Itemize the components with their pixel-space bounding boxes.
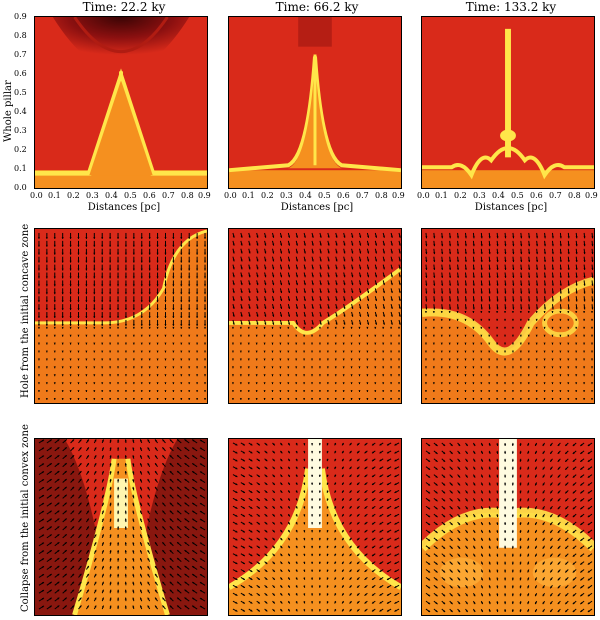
x-tick: 0.8 — [568, 191, 581, 200]
velocity-arrows — [232, 442, 400, 612]
x-tick: 0.1 — [48, 191, 61, 200]
x-tick: 0.1 — [242, 191, 255, 200]
x-tick: 0.3 — [280, 191, 293, 200]
x-tick: 0.2 — [261, 191, 274, 200]
velocity-arrows — [424, 232, 594, 400]
column-title-1: Time: 22.2 ky — [82, 0, 166, 14]
column-title-2: Time: 66.2 ky — [275, 0, 359, 14]
x-tick: 0.4 — [105, 191, 118, 200]
x-tick: 0.6 — [530, 191, 543, 200]
y-tick: 0.6 — [14, 69, 27, 78]
y-tick: 0.7 — [14, 50, 27, 59]
x-tick: 0.6 — [143, 191, 156, 200]
x-tick: 0.5 — [318, 191, 331, 200]
y-tick: 0.0 — [14, 183, 27, 192]
panel-whole-pillar-t3 — [421, 16, 595, 189]
y-tick: 0.4 — [14, 107, 27, 116]
x-tick: 0.8 — [181, 191, 194, 200]
panel-collapse-t2 — [228, 438, 402, 616]
x-tick: 0.4 — [299, 191, 312, 200]
row-label-whole-pillar: Whole pillar — [3, 80, 14, 142]
y-tick: 0.1 — [14, 164, 27, 173]
panel-collapse-t1 — [34, 438, 208, 616]
panel-whole-pillar-t2 — [228, 16, 402, 189]
density-map-whole-pillar-t3 — [422, 17, 594, 188]
x-tick: 0.2 — [454, 191, 467, 200]
velocity-map-collapse-t3 — [422, 439, 594, 615]
y-tick: 0.8 — [14, 31, 27, 40]
x-tick: 0.9 — [585, 191, 598, 200]
panel-hole-t2 — [228, 228, 402, 404]
x-tick: 0.2 — [67, 191, 80, 200]
velocity-map-hole-t1 — [35, 229, 207, 403]
x-tick: 0.3 — [473, 191, 486, 200]
x-tick: 0.9 — [392, 191, 405, 200]
x-tick: 0.4 — [492, 191, 505, 200]
x-tick: 0.1 — [435, 191, 448, 200]
x-tick: 0.5 — [511, 191, 524, 200]
x-axis-label-col3: Distances [pc] — [474, 202, 548, 213]
x-tick: 0.3 — [86, 191, 99, 200]
x-tick: 0.0 — [224, 191, 237, 200]
velocity-map-collapse-t1 — [35, 439, 207, 615]
y-tick: 0.3 — [14, 126, 27, 135]
x-tick: 0.7 — [549, 191, 562, 200]
density-map-whole-pillar-t1 — [35, 17, 207, 188]
x-tick: 0.7 — [356, 191, 369, 200]
x-tick: 0.5 — [124, 191, 137, 200]
panel-hole-t1 — [34, 228, 208, 404]
x-tick: 0.6 — [337, 191, 350, 200]
column-title-3: Time: 133.2 ky — [465, 0, 557, 14]
panel-whole-pillar-t1 — [34, 16, 208, 189]
x-tick: 0.9 — [198, 191, 211, 200]
row-label-collapse: Collapse from the initial convex zone — [20, 424, 31, 612]
density-map-whole-pillar-t2 — [229, 17, 401, 188]
row-label-hole: Hole from the initial concave zone — [20, 223, 31, 398]
panel-hole-t3 — [421, 228, 595, 404]
velocity-arrows — [38, 439, 206, 610]
y-tick: 0.2 — [14, 145, 27, 154]
velocity-arrows — [37, 232, 207, 400]
velocity-map-hole-t3 — [422, 229, 594, 403]
velocity-arrows — [231, 232, 401, 400]
velocity-arrows — [425, 442, 593, 613]
y-tick: 0.5 — [14, 88, 27, 97]
velocity-map-hole-t2 — [229, 229, 401, 403]
velocity-map-collapse-t2 — [229, 439, 401, 615]
x-axis-label-col2: Distances [pc] — [280, 202, 354, 213]
x-tick: 0.0 — [30, 191, 43, 200]
panel-collapse-t3 — [421, 438, 595, 616]
y-tick: 0.9 — [14, 12, 27, 21]
x-tick: 0.8 — [375, 191, 388, 200]
x-axis-label-col1: Distances [pc] — [87, 202, 161, 213]
x-tick: 0.0 — [417, 191, 430, 200]
x-tick: 0.7 — [162, 191, 175, 200]
